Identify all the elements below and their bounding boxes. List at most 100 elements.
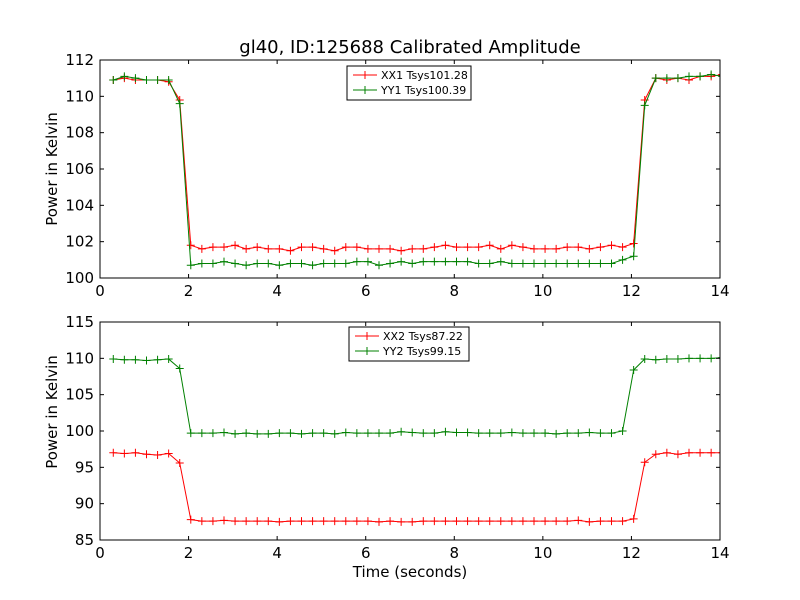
top-series-1-point xyxy=(286,246,295,255)
top-series-2-point xyxy=(330,259,339,268)
top-series-1-point xyxy=(563,243,572,252)
top-series-2-point xyxy=(552,259,561,268)
bottom-series-2-point xyxy=(142,356,151,365)
bottom-y-tick-label: 115 xyxy=(65,313,94,331)
top-x-tick-label: 0 xyxy=(95,282,105,300)
bottom-series-2-point xyxy=(530,429,538,438)
bottom-series-1-point xyxy=(618,517,627,526)
top-series-2-point xyxy=(430,257,439,266)
top-series-1-point xyxy=(397,246,406,255)
top-series-2-point xyxy=(197,259,206,268)
bottom-series-1-point xyxy=(629,514,638,523)
bottom-series-2-point xyxy=(662,355,671,364)
top-series-1-point xyxy=(541,244,550,253)
bottom-series-1-point xyxy=(474,517,483,526)
top-y-tick-label: 112 xyxy=(65,51,94,69)
bottom-series-2-point xyxy=(552,429,561,438)
top-series-2-point xyxy=(685,72,693,81)
bottom-series-1-point xyxy=(596,517,605,526)
bottom-series-2-point xyxy=(386,429,395,438)
top-series-2-point xyxy=(607,259,616,268)
bottom-series-1-point xyxy=(651,450,660,459)
bottom-series-1-point xyxy=(197,517,206,526)
top-series-2-point xyxy=(585,259,594,268)
top-x-tick-label: 10 xyxy=(533,282,552,300)
bottom-series-2-point xyxy=(220,428,228,437)
top-series-2-point xyxy=(297,259,306,268)
bottom-legend-marker-1 xyxy=(363,332,371,340)
top-series-2-point xyxy=(175,99,184,108)
top-series-1-point xyxy=(430,243,439,252)
top-series-1-point xyxy=(253,243,262,252)
bottom-series-1-point xyxy=(463,517,472,526)
bottom-x-tick-label: 2 xyxy=(184,544,194,562)
bottom-series-2-point xyxy=(596,429,605,438)
top-series-2-point xyxy=(596,259,605,268)
bottom-series-2-point xyxy=(319,429,328,438)
bottom-series-1-point xyxy=(363,517,372,526)
bottom-series-1-point xyxy=(109,448,118,457)
top-series-1-point xyxy=(618,243,627,252)
top-series-2-point xyxy=(231,259,240,268)
bottom-x-tick-label: 0 xyxy=(95,544,105,562)
bottom-series-2-point xyxy=(607,429,616,438)
top-series-2-point xyxy=(208,259,217,268)
bottom-series-1-point xyxy=(352,517,361,526)
top-series-2-point xyxy=(253,259,262,268)
top-series-2-point xyxy=(220,257,228,266)
bottom-series-2-point xyxy=(485,429,494,438)
top-series-1-point xyxy=(264,244,273,253)
bottom-series-1-point xyxy=(541,517,550,526)
top-series-1-point xyxy=(231,241,240,250)
bottom-series-2-point xyxy=(541,429,550,438)
bottom-series-1-point xyxy=(552,517,561,526)
bottom-x-tick-label: 12 xyxy=(622,544,641,562)
bottom-series-1-point xyxy=(707,448,716,457)
bottom-series-2-point xyxy=(507,428,516,437)
bottom-series-2-point xyxy=(673,355,682,364)
top-series-1-point xyxy=(441,241,450,250)
top-legend-label-1: XX1 Tsys101.28 xyxy=(381,69,468,82)
bottom-legend-box xyxy=(348,326,470,362)
top-series-1-point xyxy=(496,244,505,253)
top-series-1-point xyxy=(408,244,417,253)
bottom-legend-label-2: YY2 Tsys99.15 xyxy=(382,345,461,358)
bottom-series-2-point xyxy=(563,429,572,438)
top-series-2-point xyxy=(496,257,505,266)
bottom-y-tick-label: 85 xyxy=(75,531,94,549)
top-x-tick-label: 12 xyxy=(622,282,641,300)
top-series-2-point xyxy=(153,75,162,84)
top-series-1-point xyxy=(352,243,361,252)
top-series-2-point xyxy=(264,259,273,268)
top-series-1-point xyxy=(596,243,605,252)
bottom-x-tick-label: 14 xyxy=(710,544,729,562)
top-series-2-point xyxy=(463,257,472,266)
bottom-series-1-point xyxy=(253,517,262,526)
top-series-2-point xyxy=(651,74,660,83)
top-x-tick-label: 8 xyxy=(450,282,460,300)
bottom-series-1-point xyxy=(673,450,682,459)
bottom-series-2-point xyxy=(430,429,439,438)
top-series-2-point xyxy=(286,259,295,268)
bottom-x-tick-label: 6 xyxy=(361,544,371,562)
top-series-2-point xyxy=(419,257,428,266)
bottom-x-tick-label: 4 xyxy=(272,544,282,562)
top-series-2-point xyxy=(518,259,527,268)
bottom-series-2-point xyxy=(242,429,251,438)
bottom-series-1-point xyxy=(286,517,295,526)
top-series-2-point xyxy=(485,259,494,268)
bottom-series-2-point xyxy=(253,429,262,438)
bottom-series-2-point xyxy=(308,429,317,438)
bottom-series-1-point xyxy=(153,450,162,459)
bottom-series-1-point xyxy=(120,449,129,458)
top-series-1-point xyxy=(629,239,638,248)
bottom-series-2-point xyxy=(618,427,627,435)
chart-title: gl40, ID:125688 Calibrated Amplitude xyxy=(239,37,580,58)
top-series-1-point xyxy=(386,244,395,253)
bottom-y-tick-label: 95 xyxy=(75,458,94,476)
bottom-series-2-point xyxy=(496,429,505,438)
bottom-series-2-point xyxy=(408,428,417,437)
bottom-series-1-point xyxy=(530,517,538,526)
bottom-legend: XX2 Tsys87.22 YY2 Tsys99.15 xyxy=(348,326,470,362)
top-x-tick-label: 4 xyxy=(272,282,282,300)
